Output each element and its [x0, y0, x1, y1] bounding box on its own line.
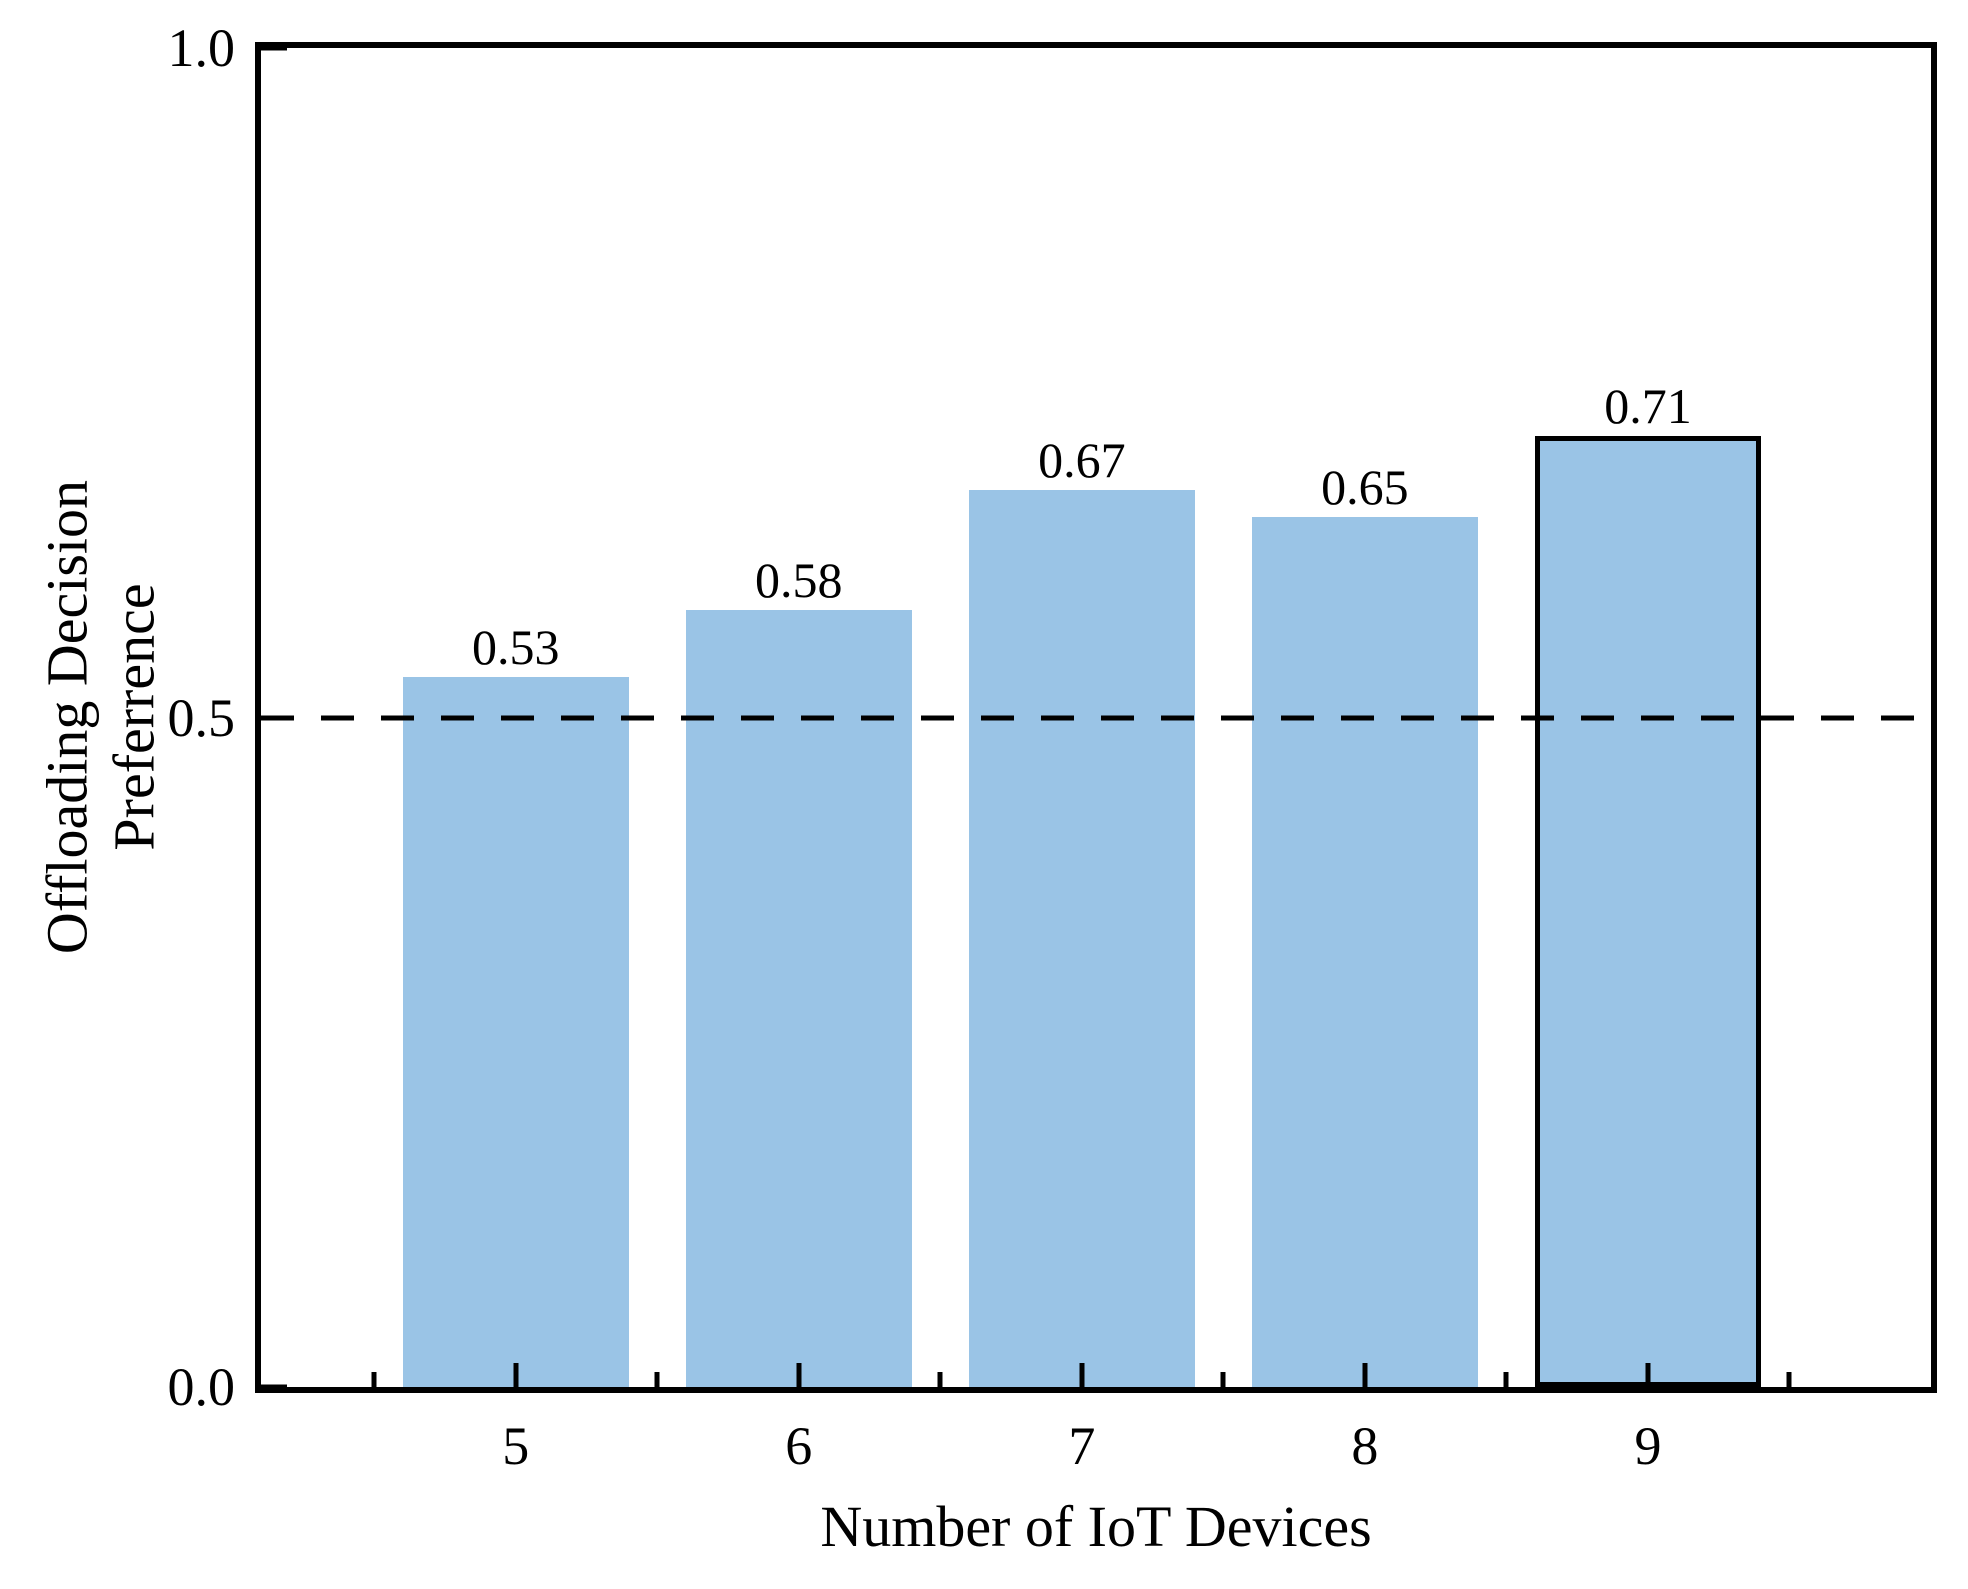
y-tick	[261, 45, 287, 51]
y-axis-label-line2: Preferrence	[101, 583, 166, 851]
x-minor-tick	[654, 1372, 660, 1387]
x-minor-tick	[1786, 1372, 1792, 1387]
x-minor-tick	[937, 1372, 943, 1387]
bar-value-label: 0.58	[755, 552, 843, 609]
bar-value-label: 0.65	[1321, 458, 1409, 515]
x-tick-label: 6	[785, 1416, 813, 1476]
x-tick-label: 8	[1351, 1416, 1379, 1476]
bar-6	[685, 610, 912, 1387]
x-axis-label: Number of IoT Devices	[820, 1494, 1372, 1559]
x-major-tick	[1079, 1363, 1085, 1387]
x-minor-tick	[1220, 1372, 1226, 1387]
y-tick-label: 0.0	[167, 1357, 236, 1417]
x-major-tick	[513, 1363, 519, 1387]
bar-7	[968, 489, 1196, 1387]
bar-9	[1534, 436, 1762, 1387]
y-axis-label: Offloading Decision Preferrence	[34, 480, 167, 954]
x-major-tick	[1362, 1363, 1368, 1387]
bar-5	[402, 677, 629, 1387]
y-axis-label-line1: Offloading Decision	[34, 479, 100, 955]
bar-value-label: 0.53	[471, 619, 560, 676]
y-tick-label: 0.5	[167, 687, 236, 748]
x-minor-tick	[371, 1372, 377, 1387]
y-tick-label: 1.0	[167, 18, 236, 78]
x-minor-tick	[1503, 1372, 1509, 1387]
bar-value-label: 0.71	[1604, 378, 1692, 435]
x-tick-label: 7	[1068, 1416, 1096, 1476]
y-tick	[261, 1384, 287, 1390]
x-major-tick	[796, 1363, 802, 1387]
bar-8	[1251, 516, 1479, 1387]
x-tick-label: 5	[502, 1416, 530, 1476]
x-major-tick	[1645, 1363, 1651, 1387]
plot-area: 0.53 5 0.58 6 0.67 7 0.65 8 0.71 9 0.0 0.5 1.0	[168, 21, 1937, 1473]
x-tick-label: 9	[1634, 1416, 1662, 1476]
bar-value-label: 0.67	[1038, 431, 1126, 488]
reference-line	[261, 715, 1931, 720]
